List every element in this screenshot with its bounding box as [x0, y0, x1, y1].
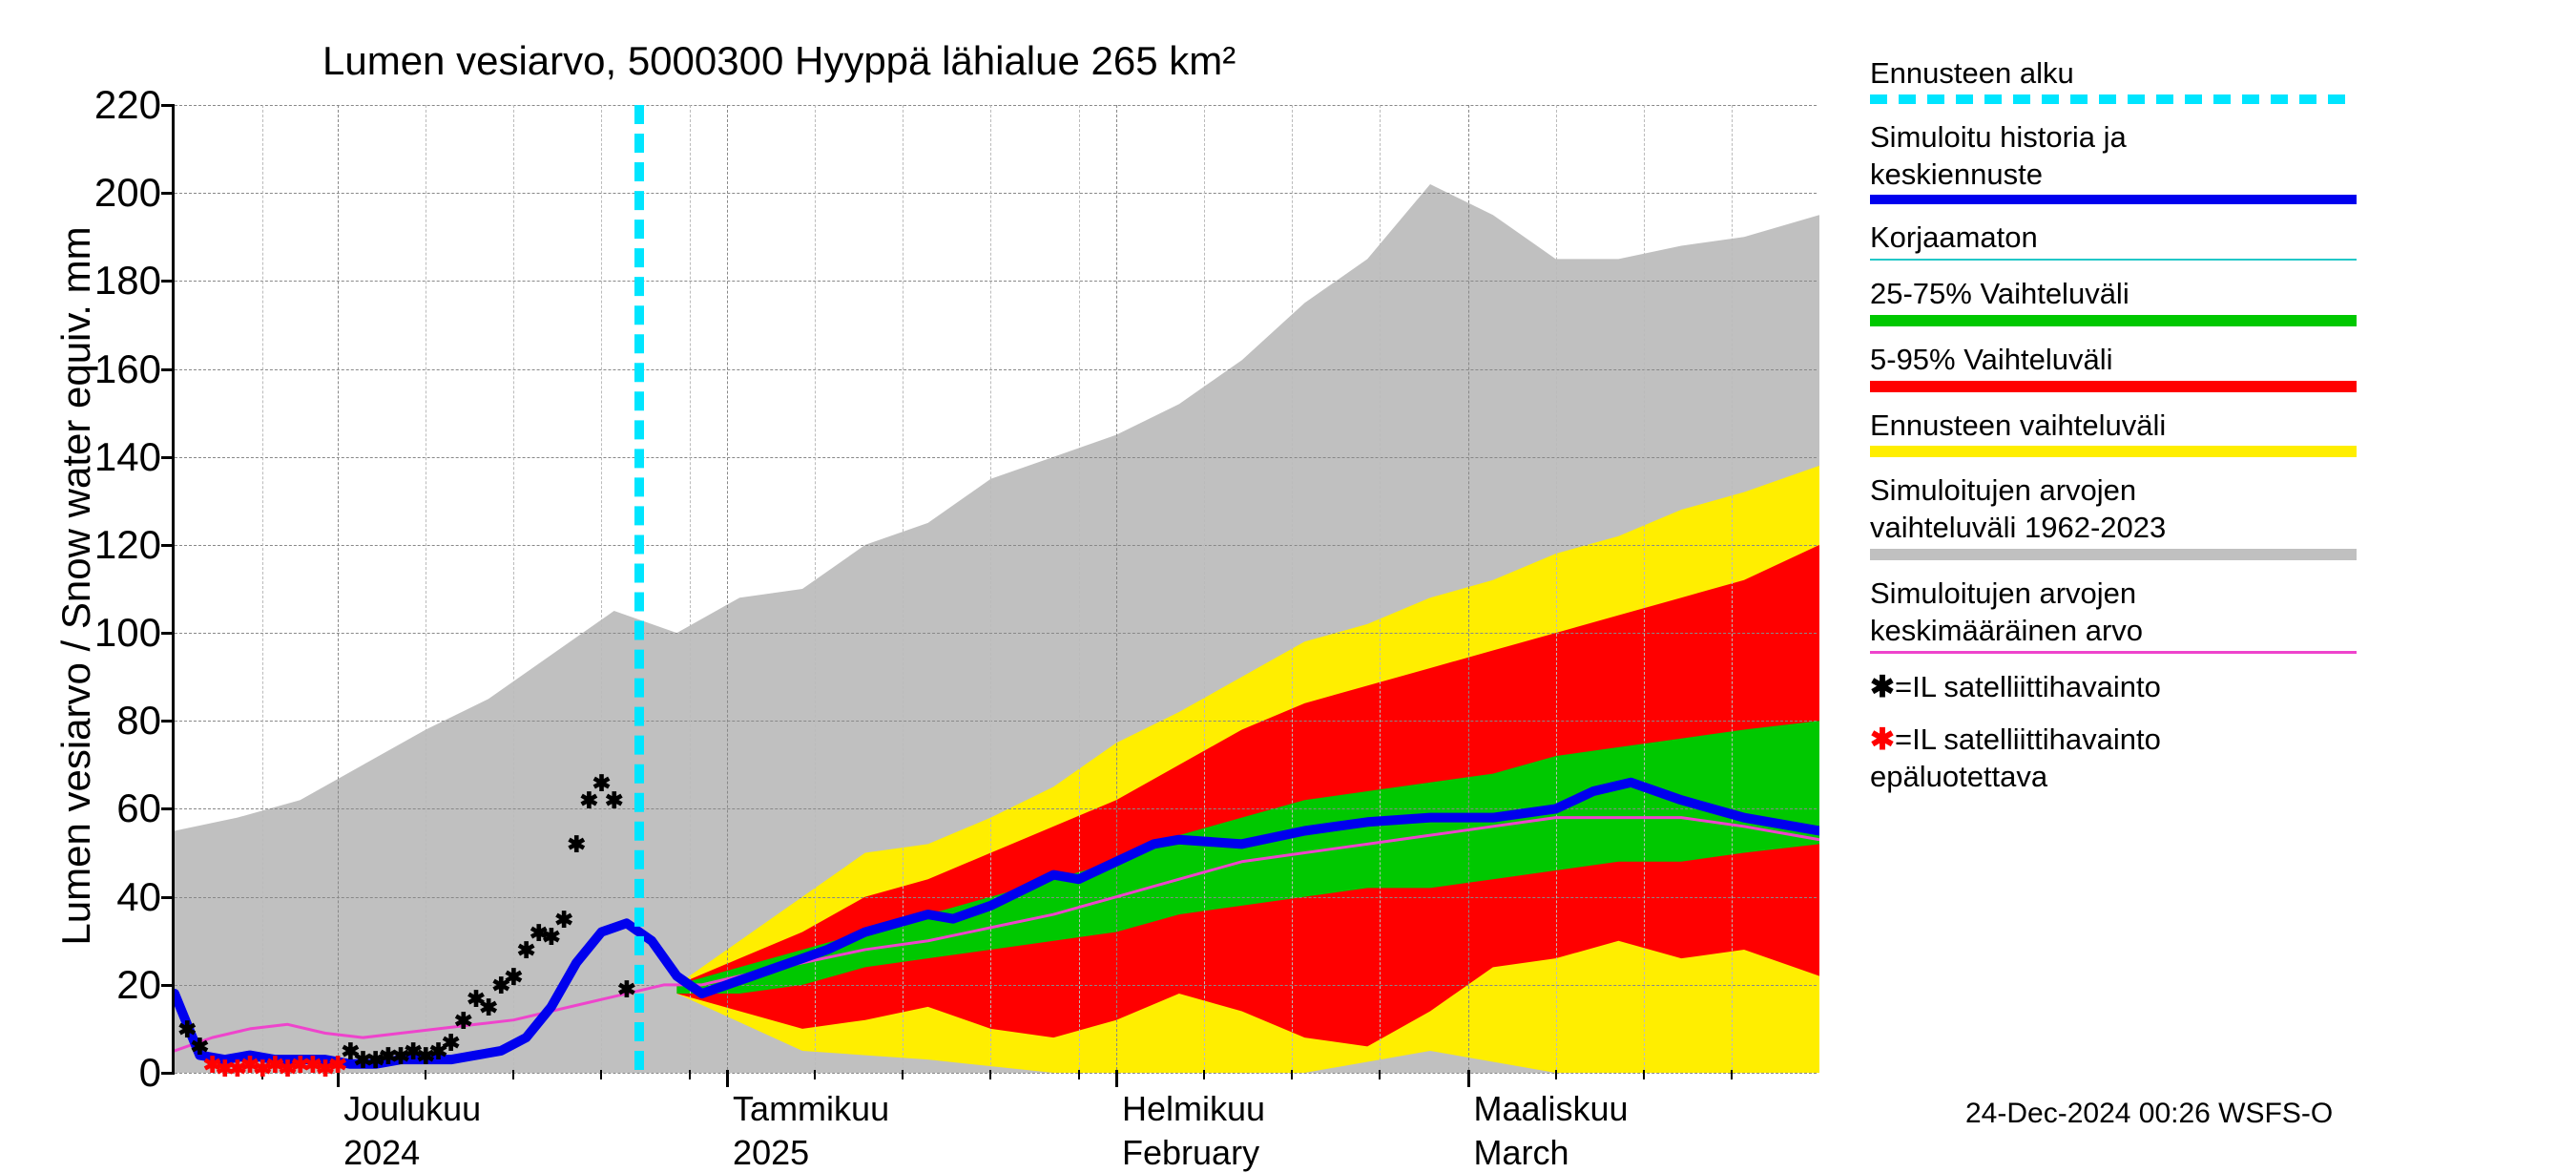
legend-item: Simuloitujen arvojenvaihteluväli 1962-20… — [1870, 472, 2357, 560]
legend-item: Simuloitu historia jakeskiennuste — [1870, 119, 2357, 205]
legend-item: ✱=IL satelliittihavaintoepäluotettava — [1870, 722, 2357, 796]
legend-swatch — [1870, 651, 2357, 654]
x-month-label: Helmikuu — [1122, 1089, 1265, 1129]
legend-label: Simuloitujen arvojenkeskimääräinen arvo — [1870, 576, 2357, 650]
legend-item: Ennusteen vaihteluväli — [1870, 408, 2357, 458]
legend-swatch — [1870, 195, 2357, 204]
legend-label: 5-95% Vaihteluväli — [1870, 342, 2357, 379]
legend-label: Simuloitujen arvojenvaihteluväli 1962-20… — [1870, 472, 2357, 547]
satellite-marker: ✱ — [191, 1029, 208, 1064]
legend-label: Ennusteen vaihteluväli — [1870, 408, 2357, 445]
legend-label: 25-75% Vaihteluväli — [1870, 276, 2357, 313]
legend-label: Ennusteen alku — [1870, 55, 2357, 93]
x-month-sublabel: February — [1122, 1133, 1259, 1173]
footer-timestamp: 24-Dec-2024 00:26 WSFS-O — [1965, 1098, 2333, 1130]
legend-item: Ennusteen alku — [1870, 55, 2357, 104]
x-month-sublabel: March — [1474, 1133, 1569, 1173]
plot-area: 020406080100120140160180200220Joulukuu20… — [172, 105, 1817, 1073]
satellite-marker: ✱ — [555, 901, 572, 936]
satellite-marker: ✱ — [568, 827, 585, 862]
legend-swatch — [1870, 446, 2357, 457]
y-tick-label: 180 — [94, 258, 161, 304]
satellite-marker: ✱ — [618, 972, 635, 1007]
y-tick-label: 200 — [94, 170, 161, 216]
legend-swatch — [1870, 315, 2357, 326]
satellite-marker: ✱ — [606, 783, 623, 818]
forecast-start-line — [634, 105, 644, 1070]
legend-swatch — [1870, 94, 2357, 104]
legend-swatch — [1870, 259, 2357, 261]
legend-swatch — [1870, 381, 2357, 392]
legend-item: ✱=IL satelliittihavainto — [1870, 669, 2357, 706]
y-tick-label: 80 — [116, 698, 161, 744]
y-tick-label: 100 — [94, 610, 161, 656]
x-month-label: Maaliskuu — [1474, 1089, 1629, 1129]
chart-title: Lumen vesiarvo, 5000300 Hyyppä lähialue … — [322, 38, 1236, 84]
chart-container: Lumen vesiarvo, 5000300 Hyyppä lähialue … — [0, 0, 2576, 1145]
y-tick-label: 40 — [116, 874, 161, 920]
legend-label: ✱=IL satelliittihavaintoepäluotettava — [1870, 722, 2357, 796]
y-tick-label: 140 — [94, 434, 161, 480]
x-month-sublabel: 2024 — [343, 1133, 420, 1173]
legend-label: ✱=IL satelliittihavainto — [1870, 669, 2357, 706]
legend-label: Korjaamaton — [1870, 220, 2357, 257]
y-tick-label: 120 — [94, 522, 161, 568]
x-month-label: Joulukuu — [343, 1089, 481, 1129]
y-tick-label: 220 — [94, 82, 161, 128]
legend: Ennusteen alku Simuloitu historia jakeski… — [1870, 55, 2357, 811]
legend-item: Korjaamaton — [1870, 220, 2357, 261]
legend-item: Simuloitujen arvojenkeskimääräinen arvo — [1870, 576, 2357, 655]
y-tick-label: 20 — [116, 962, 161, 1008]
legend-item: 5-95% Vaihteluväli — [1870, 342, 2357, 392]
y-axis-label: Lumen vesiarvo / Snow water equiv. mm — [53, 157, 99, 1016]
x-month-sublabel: 2025 — [733, 1133, 809, 1173]
x-month-label: Tammikuu — [733, 1089, 889, 1129]
legend-item: 25-75% Vaihteluväli — [1870, 276, 2357, 326]
y-tick-label: 160 — [94, 346, 161, 392]
y-tick-label: 60 — [116, 785, 161, 831]
legend-label: Simuloitu historia jakeskiennuste — [1870, 119, 2357, 194]
legend-swatch — [1870, 549, 2357, 560]
y-tick-label: 0 — [139, 1050, 161, 1096]
